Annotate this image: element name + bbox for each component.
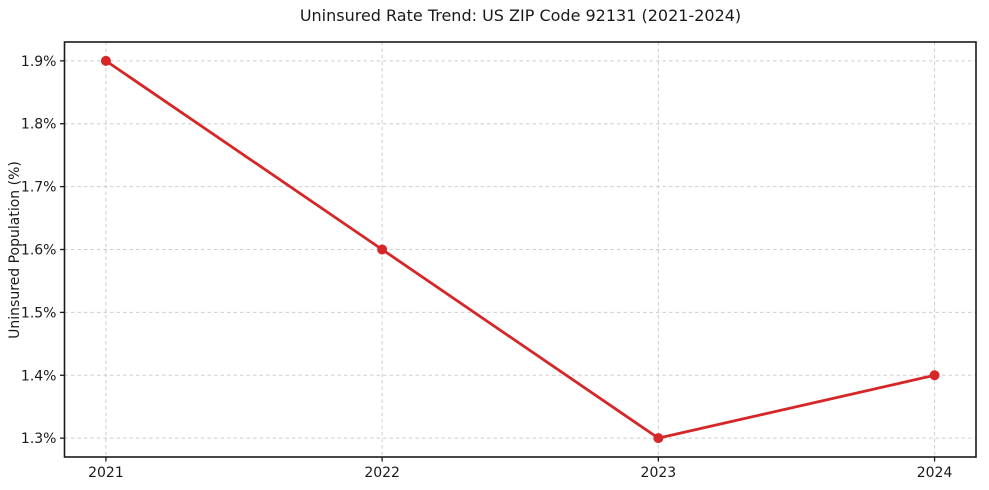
data-point-marker [377, 244, 388, 255]
y-tick-label: 1.8% [21, 117, 57, 133]
y-tick-label: 1.5% [21, 305, 57, 321]
trend-line [104, 59, 936, 440]
x-tick-label: 2024 [917, 465, 953, 481]
chart-title: Uninsured Rate Trend: US ZIP Code 92131 … [299, 6, 742, 25]
y-tick-label: 1.7% [21, 180, 57, 196]
y-tick-label: 1.4% [21, 368, 57, 384]
y-tick-label: 1.9% [21, 54, 57, 70]
y-tick-label: 1.3% [21, 431, 57, 447]
data-point-marker [653, 433, 664, 444]
y-tick-label: 1.6% [21, 243, 57, 259]
data-point-marker [100, 55, 111, 66]
data-point-marker [929, 370, 940, 381]
plot-border [63, 41, 977, 458]
x-tick-label: 2022 [364, 465, 400, 481]
x-tick-label: 2023 [641, 465, 677, 481]
x-tick-label: 2021 [88, 465, 124, 481]
